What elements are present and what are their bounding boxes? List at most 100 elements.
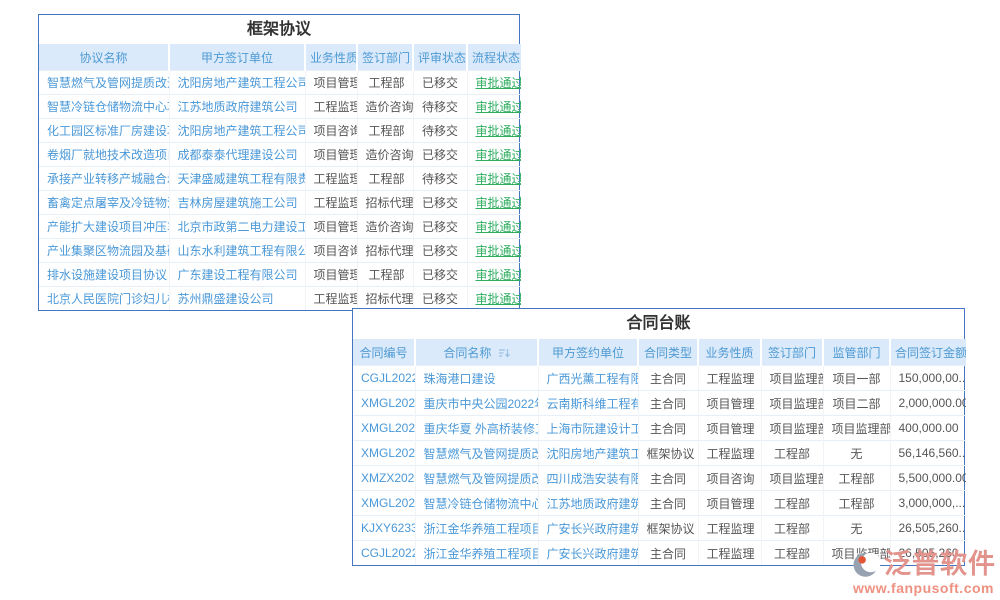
cell-flow-link[interactable]: 审批通过 [466, 286, 521, 310]
cell-flow-link[interactable]: 审批通过 [466, 166, 521, 191]
agreements-panel-title: 框架协议 [246, 21, 311, 38]
column-header-party-a-unit: 甲方签订单位 [168, 44, 305, 71]
cell-unit-link[interactable]: 吉林房屋建筑施工公司 [168, 190, 305, 215]
cell-unit-link[interactable]: 沈阳房地产建筑工程公司 [168, 70, 305, 95]
contracts-table-header: 合同编号 合同名称 甲方签约单位 合同类型 业务性质 签订部门 监管部门 [353, 339, 966, 366]
column-header-contract-type: 合同类型 [637, 339, 698, 366]
cell-no-link[interactable]: CGJL202205... [353, 540, 415, 565]
cell-name-link[interactable]: 化工园区标准厂房建设项目一... [39, 118, 169, 143]
cell-type: 主合同 [637, 365, 698, 391]
cell-name-link[interactable]: 北京人民医院门诊妇儿楼工程... [39, 286, 169, 310]
cell-name-link[interactable]: 排水设施建设项目协议 [39, 262, 169, 287]
contract-name-header-label: 合同名称 [443, 345, 492, 360]
cell-no-link[interactable]: CGJL202204... [353, 365, 415, 391]
cell-no-link[interactable]: XMZX20220... [353, 465, 415, 491]
cell-no-link[interactable]: KJXY6233326 [353, 515, 415, 541]
cell-flow-link[interactable]: 审批通过 [466, 214, 521, 239]
cell-name-link[interactable]: 浙江金华养殖工程项目... [414, 515, 538, 541]
cell-no-link[interactable]: XMGL20220... [353, 390, 415, 416]
cell-review: 已移交 [412, 286, 467, 310]
cell-name-link[interactable]: 重庆华夏 外高桥装修工程 [414, 415, 538, 441]
table-row: CGJL202204...珠海港口建设广西光薰工程有限...主合同工程监理项目监… [353, 365, 966, 391]
table-row: XMGL20220...智慧冷链仓储物流中心...江苏地质政府建筑...主合同项… [353, 490, 966, 516]
table-row: CGJL202205...浙江金华养殖工程项目广安长兴政府建筑...主合同工程监… [353, 540, 966, 565]
cell-unit-link[interactable]: 江苏地质政府建筑... [537, 490, 638, 516]
cell-unit-link[interactable]: 苏州鼎盛建设公司 [168, 286, 305, 310]
table-row: 畜禽定点屠宰及冷链物流基地...吉林房屋建筑施工公司工程监理招标代理部已移交审批… [39, 190, 521, 215]
cell-review: 已移交 [412, 70, 467, 95]
cell-biz: 项目咨询 [304, 118, 357, 143]
cell-unit-link[interactable]: 上海市阮建设计工... [537, 415, 638, 441]
cell-amount: 2,000,000.00 [889, 390, 966, 416]
cell-unit-link[interactable]: 广西光薰工程有限... [537, 365, 638, 391]
cell-name-link[interactable]: 浙江金华养殖工程项目 [414, 540, 538, 565]
cell-flow-link[interactable]: 审批通过 [466, 142, 521, 167]
cell-no-link[interactable]: XMGL20220... [353, 415, 415, 441]
cell-flow-link[interactable]: 审批通过 [466, 190, 521, 215]
cell-dept: 招标代理部 [356, 238, 413, 263]
cell-unit-link[interactable]: 沈阳房地产建筑工程公司 [168, 118, 305, 143]
cell-amount: 3,000,000,... [889, 490, 966, 516]
cell-type: 框架协议 [637, 515, 698, 541]
cell-amount: 56,146,560... [889, 440, 966, 466]
cell-unit-link[interactable]: 广安长兴政府建筑... [537, 515, 638, 541]
cell-super: 工程部 [822, 490, 890, 516]
column-header-signing-dept: 签订部门 [760, 339, 823, 366]
cell-flow-link[interactable]: 审批通过 [466, 262, 521, 287]
contracts-table: 合同编号 合同名称 甲方签约单位 合同类型 业务性质 签订部门 监管部门 [353, 339, 966, 565]
cell-name-link[interactable]: 智慧燃气及管网提质改... [414, 440, 538, 466]
cell-name-link[interactable]: 重庆市中央公园2022年... [414, 390, 538, 416]
cell-name-link[interactable]: 卷烟厂就地技术改造项目协议 [39, 142, 169, 167]
cell-unit-link[interactable]: 成都泰泰代理建设公司 [168, 142, 305, 167]
cell-biz: 项目管理 [304, 214, 357, 239]
cell-unit-link[interactable]: 江苏地质政府建筑公司 [168, 94, 305, 119]
fanpu-logo-icon [853, 552, 881, 577]
cell-unit-link[interactable]: 云南斯科维工程有... [537, 390, 638, 416]
cell-dept: 工程部 [356, 262, 413, 287]
cell-name-link[interactable]: 产业集聚区物流园及基础设施... [39, 238, 169, 263]
cell-dept: 招标代理部 [356, 286, 413, 310]
cell-super: 项目二部 [822, 390, 890, 416]
watermark-url-text: www.fanpusoft.com [853, 580, 994, 596]
cell-biz: 项目管理 [304, 70, 357, 95]
column-header-agreement-name: 协议名称 [39, 44, 169, 71]
cell-dept: 项目监理部 [760, 390, 823, 416]
cell-name-link[interactable]: 珠海港口建设 [414, 365, 538, 391]
table-row: XMGL20220...智慧燃气及管网提质改...沈阳房地产建筑工...框架协议… [353, 440, 966, 466]
cell-no-link[interactable]: XMGL20220... [353, 490, 415, 516]
table-row: XMZX20220...智慧燃气及管网提质改...四川成浩安装有限...主合同项… [353, 465, 966, 491]
cell-name-link[interactable]: 智慧冷链仓储物流中心项目协议 [39, 94, 169, 119]
cell-name-link[interactable]: 产能扩大建设项目冲压车间项... [39, 214, 169, 239]
contracts-table-body: CGJL202204...珠海港口建设广西光薰工程有限...主合同工程监理项目监… [353, 365, 966, 565]
cell-name-link[interactable]: 智慧燃气及管网提质改... [414, 465, 538, 491]
cell-name-link[interactable]: 承接产业转移产城融合示范项... [39, 166, 169, 191]
cell-flow-link[interactable]: 审批通过 [466, 118, 521, 143]
cell-no-link[interactable]: XMGL20220... [353, 440, 415, 466]
sort-descending-icon[interactable] [498, 348, 510, 358]
cell-amount: 26,505,260... [889, 515, 966, 541]
cell-unit-link[interactable]: 广安长兴政府建筑... [537, 540, 638, 565]
cell-dept: 造价咨询部 [356, 94, 413, 119]
cell-review: 已移交 [412, 238, 467, 263]
cell-unit-link[interactable]: 天津盛威建筑工程有限责任公司 [168, 166, 305, 191]
cell-unit-link[interactable]: 沈阳房地产建筑工... [537, 440, 638, 466]
cell-unit-link[interactable]: 山东水利建筑工程有限公司 [168, 238, 305, 263]
cell-dept: 造价咨询部 [356, 214, 413, 239]
cell-unit-link[interactable]: 广东建设工程有限公司 [168, 262, 305, 287]
column-header-contract-name[interactable]: 合同名称 [414, 339, 538, 366]
cell-biz: 工程监理 [304, 94, 357, 119]
cell-amount: 150,000,00... [889, 365, 966, 391]
table-row: 智慧冷链仓储物流中心项目协议江苏地质政府建筑公司工程监理造价咨询部待移交审批通过 [39, 94, 521, 119]
cell-name-link[interactable]: 智慧燃气及管网提质改造项目... [39, 70, 169, 95]
column-header-review-status: 评审状态 [412, 44, 467, 71]
cell-flow-link[interactable]: 审批通过 [466, 94, 521, 119]
cell-name-link[interactable]: 智慧冷链仓储物流中心... [414, 490, 538, 516]
cell-amount: 5,500,000.00 [889, 465, 966, 491]
cell-unit-link[interactable]: 北京市政第二电力建设工程有... [168, 214, 305, 239]
cell-name-link[interactable]: 畜禽定点屠宰及冷链物流基地... [39, 190, 169, 215]
cell-super: 项目一部 [822, 365, 890, 391]
cell-flow-link[interactable]: 审批通过 [466, 70, 521, 95]
cell-unit-link[interactable]: 四川成浩安装有限... [537, 465, 638, 491]
cell-flow-link[interactable]: 审批通过 [466, 238, 521, 263]
cell-dept: 造价咨询部 [356, 142, 413, 167]
